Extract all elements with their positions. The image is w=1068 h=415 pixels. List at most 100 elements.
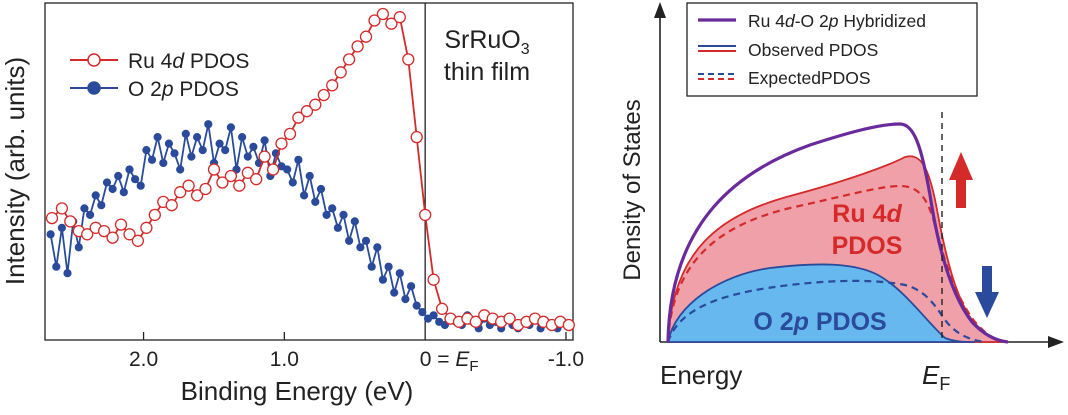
ru-point-39: [376, 7, 390, 21]
ru-point-46: [435, 302, 449, 315]
legend-ru-marker: [87, 53, 101, 67]
ru-point-32: [317, 88, 330, 102]
ru-point-29: [292, 111, 305, 124]
o-point-53: [345, 236, 354, 245]
ru-point-20: [216, 176, 229, 189]
legend-o-marker: [87, 81, 101, 95]
ru-point-15: [174, 186, 187, 199]
o-series-line: [49, 124, 570, 330]
o-point-35: [243, 152, 252, 161]
o-point-7: [86, 210, 95, 219]
o-point-19: [153, 133, 162, 142]
o-point-48: [316, 184, 326, 194]
o-point-16: [136, 181, 145, 190]
x-tick-label-ef: 0 = EF: [420, 348, 479, 375]
ru-point-33: [326, 79, 339, 92]
hybridized-dos-line: [666, 122, 1009, 344]
o-point-5: [74, 243, 83, 252]
ru-point-28: [283, 127, 297, 141]
o-point-21: [164, 139, 173, 148]
ru-point-19: [207, 163, 221, 176]
o-point-22: [170, 149, 179, 158]
right-panel: Ru 4d PDOS O 2p PDOS Density of States E…: [619, 2, 1064, 394]
ru-expected-pdos-line: [666, 184, 1009, 344]
arrow-down-icon: [975, 266, 999, 318]
ru-point-22: [233, 179, 246, 192]
ru-point-35: [342, 53, 356, 66]
o-point-68: [429, 311, 438, 320]
o-point-23: [176, 165, 185, 174]
ru-point-23: [241, 166, 254, 179]
o-point-27: [198, 146, 207, 155]
o-point-54: [350, 217, 359, 226]
o-point-17: [142, 146, 151, 155]
sample-annotation-line2: thin film: [444, 58, 530, 86]
ru-point-0: [45, 211, 59, 225]
ru-point-26: [266, 163, 280, 176]
o-point-50: [328, 204, 337, 213]
o-point-14: [125, 165, 134, 174]
left-plot-frame: [44, 2, 574, 341]
ru-point-50: [469, 315, 482, 328]
o-point-44: [294, 155, 303, 164]
ru-point-25: [258, 150, 271, 163]
o-point-43: [288, 178, 297, 187]
o-observed-pdos-area: [666, 263, 976, 343]
ru-point-24: [250, 173, 263, 186]
o-point-36: [249, 142, 258, 151]
o-point-66: [418, 308, 427, 317]
legend-o-label: O 2p PDOS: [128, 78, 239, 101]
o-point-28: [204, 120, 213, 129]
ru-point-41: [393, 11, 406, 24]
right-legend: Ru 4d-O 2p Hybridized Observed PDOS Expe…: [686, 2, 978, 97]
x-tick-label-0: 2.0: [129, 348, 158, 371]
o-pdos-label: O 2p PDOS: [753, 308, 886, 336]
ru-point-37: [359, 30, 373, 43]
ru-point-30: [300, 105, 314, 118]
o-point-38: [260, 136, 269, 145]
o-point-9: [97, 201, 106, 210]
legend-observed-label: Observed PDOS: [748, 40, 878, 60]
o-point-26: [193, 133, 202, 142]
ru-point-1: [55, 202, 69, 215]
ru-point-9: [123, 228, 136, 241]
right-ef-label: EF: [922, 360, 950, 394]
legend-expected-label: ExpectedPDOS: [748, 68, 871, 88]
ru-point-14: [165, 199, 178, 212]
o-point-32: [226, 123, 235, 132]
o-point-1: [52, 262, 61, 271]
ru-point-34: [334, 66, 347, 79]
o-point-52: [339, 210, 348, 219]
ru-point-43: [410, 130, 423, 144]
o-point-31: [221, 146, 230, 155]
left-x-ticks: 2.0 1.0 -1.0 0 = EF: [129, 332, 584, 375]
o-point-58: [373, 243, 382, 252]
x-tick-label-2: -1.0: [548, 348, 584, 371]
ru-point-38: [368, 14, 381, 27]
o-point-24: [181, 129, 190, 138]
right-x-axis-label: Energy: [660, 360, 742, 390]
ru-point-27: [275, 137, 288, 150]
left-series-layer: [45, 7, 575, 333]
o-point-56: [361, 236, 371, 245]
o-point-12: [114, 171, 123, 181]
ru-point-61: [562, 318, 575, 332]
o-point-30: [215, 139, 224, 148]
o-point-6: [80, 204, 89, 213]
o-point-13: [119, 188, 128, 197]
o-point-46: [305, 171, 314, 181]
o-point-0: [46, 230, 55, 239]
right-y-axis-label: Density of States: [619, 99, 646, 280]
o-point-10: [102, 178, 112, 187]
o-point-11: [108, 184, 117, 194]
legend-hybrid-label: Ru 4d-O 2p Hybridized: [748, 11, 926, 31]
o-point-3: [63, 269, 72, 278]
o-point-2: [57, 223, 67, 232]
ru-point-18: [199, 182, 212, 196]
left-panel: 2.0 1.0 -1.00 = EF Intensity (arb. units) …: [0, 2, 584, 406]
ru-point-7: [106, 231, 119, 244]
o-point-60: [384, 262, 393, 271]
ru-point-40: [385, 17, 398, 30]
